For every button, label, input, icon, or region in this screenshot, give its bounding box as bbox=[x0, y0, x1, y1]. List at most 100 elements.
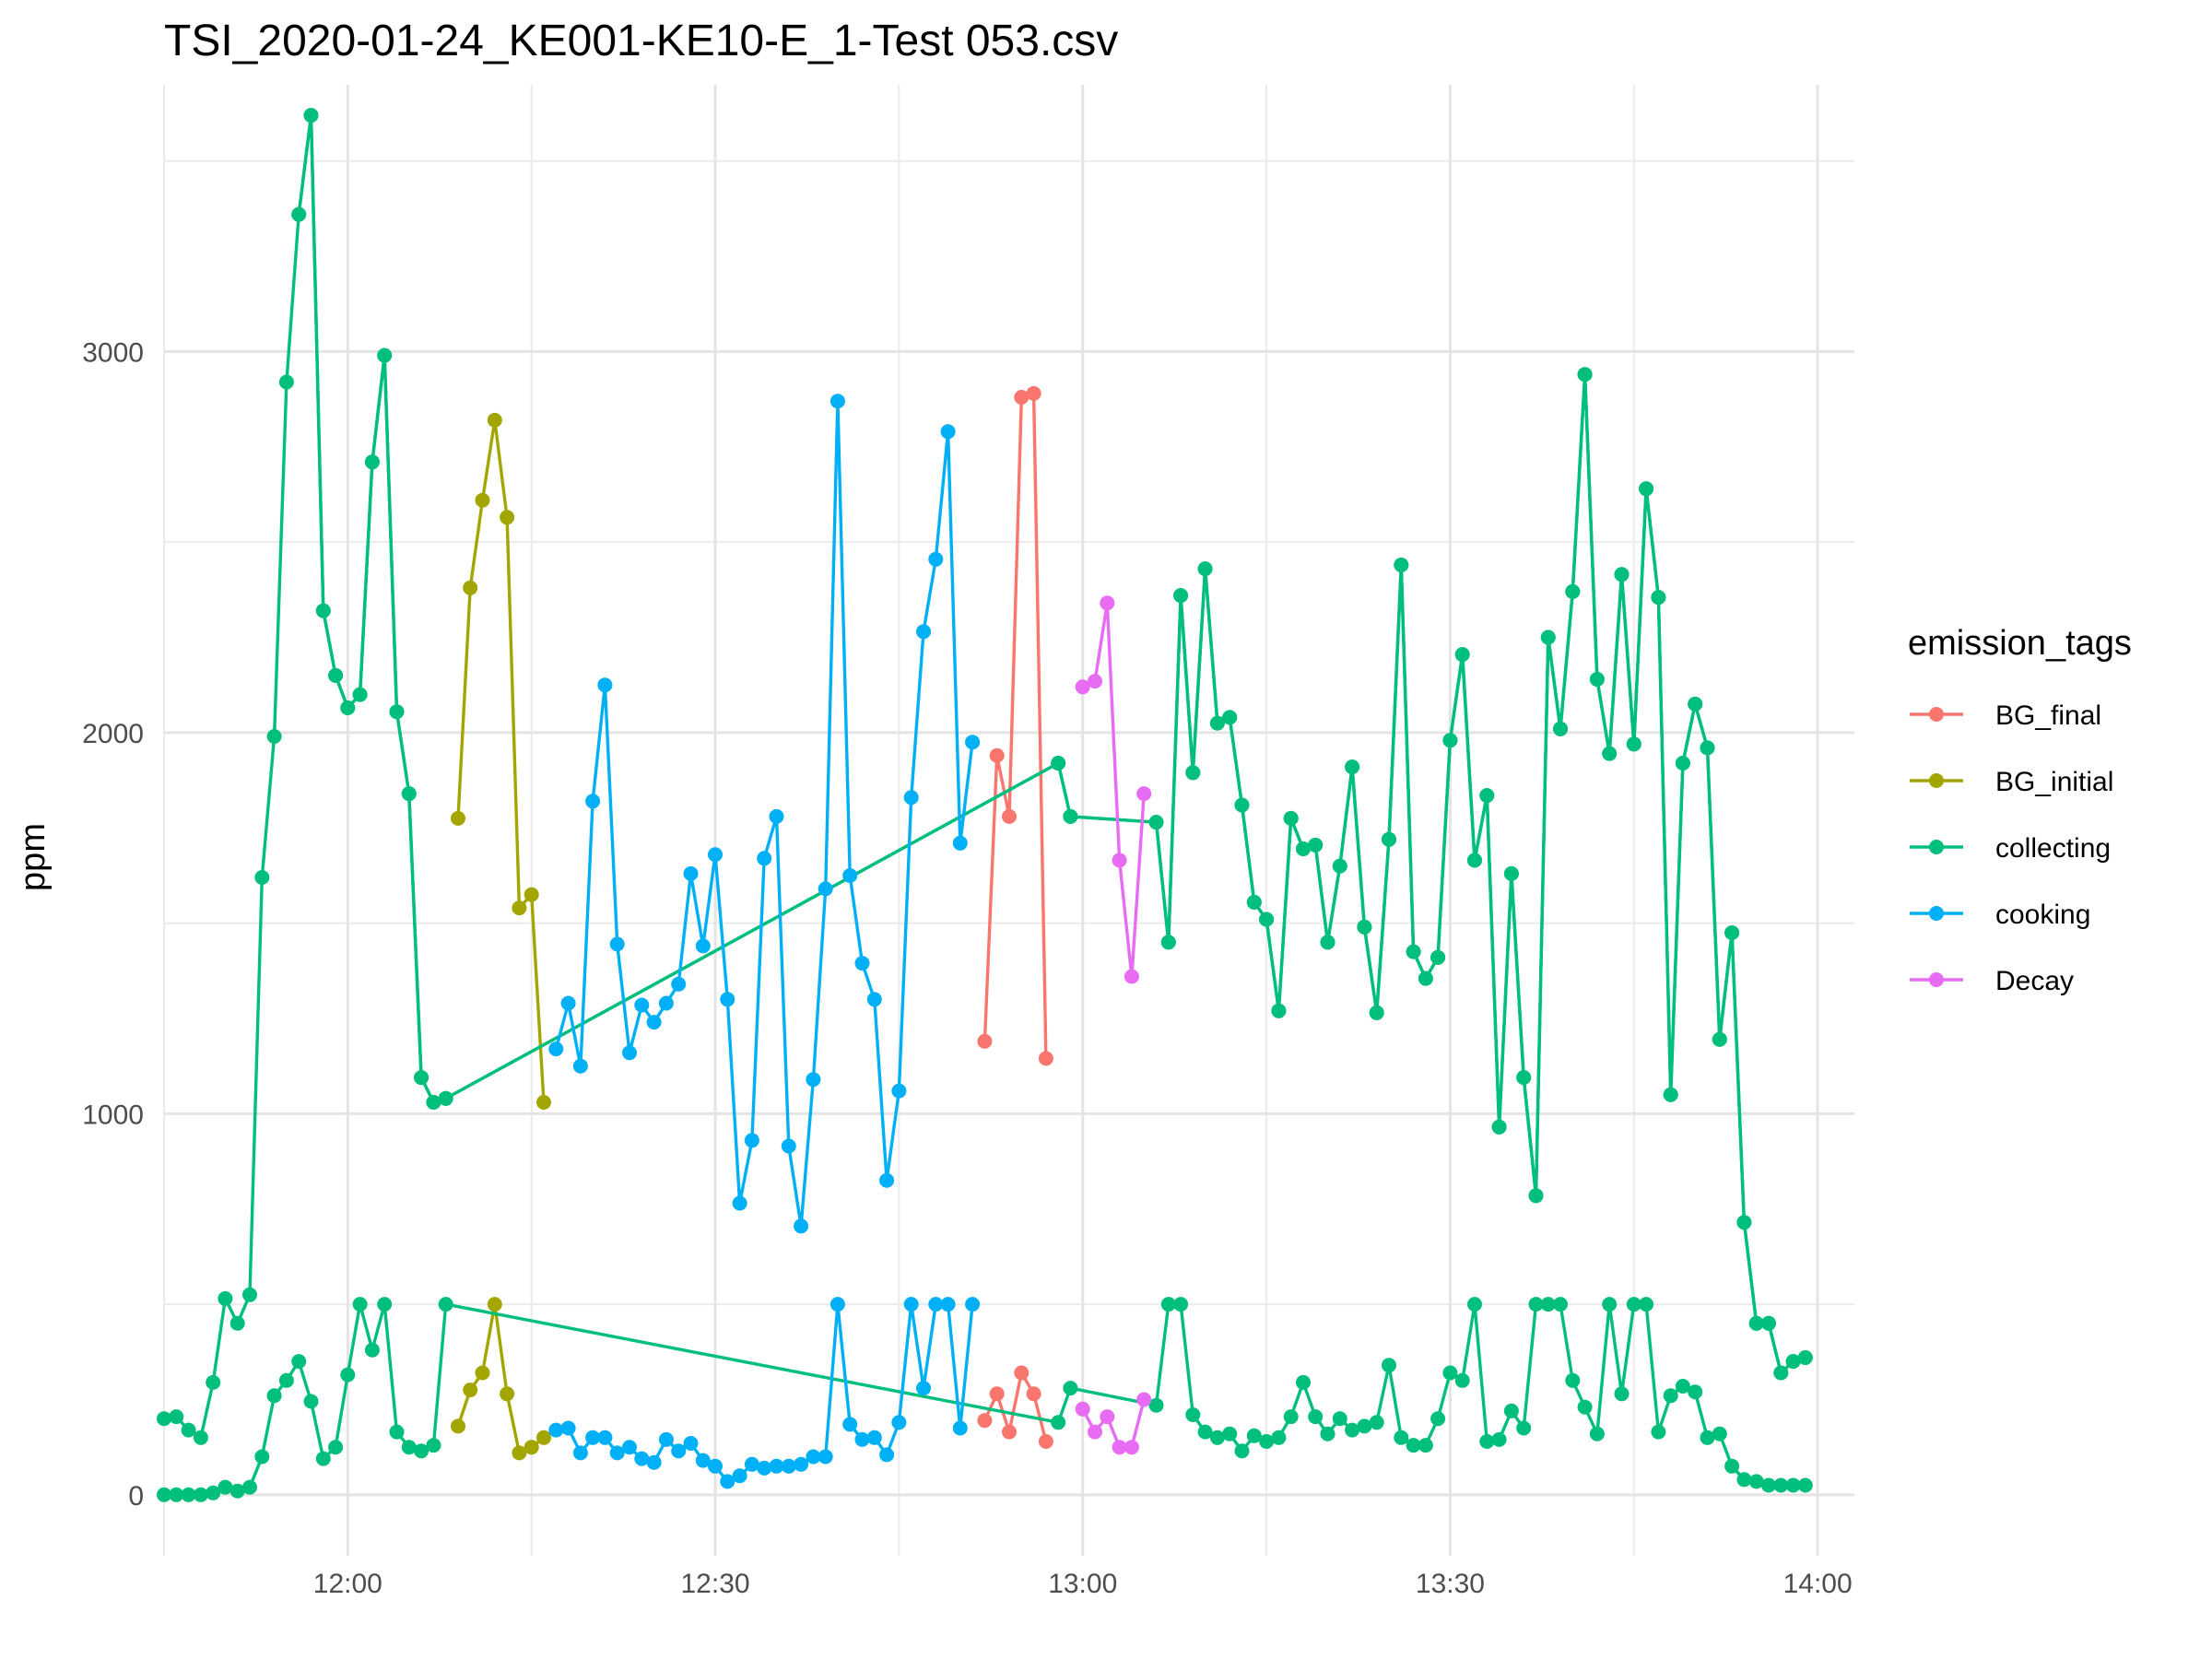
data-point-collecting bbox=[1430, 949, 1446, 965]
data-point-collecting bbox=[1160, 1297, 1176, 1312]
data-point-collecting bbox=[1406, 1438, 1421, 1453]
data-point-collecting bbox=[1051, 1415, 1066, 1430]
data-point-cooking bbox=[560, 995, 576, 1011]
data-point-collecting bbox=[193, 1487, 208, 1502]
data-point-collecting bbox=[254, 1449, 270, 1465]
data-point-collecting bbox=[352, 687, 368, 702]
data-point-collecting bbox=[1663, 1388, 1678, 1404]
data-point-collecting bbox=[266, 729, 282, 744]
data-point-cooking bbox=[830, 394, 845, 409]
legend-key-point bbox=[1929, 972, 1944, 987]
data-point-collecting bbox=[1589, 1426, 1605, 1441]
data-point-collecting bbox=[229, 1483, 245, 1499]
chart-title: TSI_2020-01-24_KE001-KE10-E_1-Test 053.c… bbox=[164, 17, 1118, 65]
data-point-collecting bbox=[206, 1374, 221, 1390]
data-point-collecting bbox=[1626, 1297, 1641, 1312]
data-point-collecting bbox=[1357, 1418, 1372, 1434]
data-point-cooking bbox=[757, 851, 772, 866]
series-line-collecting bbox=[163, 113, 1806, 1440]
data-point-decay bbox=[1100, 595, 1115, 611]
data-point-collecting bbox=[1785, 1354, 1801, 1370]
data-point-collecting bbox=[1185, 765, 1201, 781]
data-point-collecting bbox=[1382, 1358, 1396, 1373]
data-point-collecting bbox=[438, 1090, 453, 1106]
y-tick-label: 0 bbox=[128, 1481, 144, 1512]
data-point-cooking bbox=[658, 995, 674, 1011]
legend-item-collecting: collecting bbox=[1910, 833, 2111, 864]
data-point-collecting bbox=[1724, 925, 1740, 940]
data-point-cooking bbox=[818, 881, 833, 897]
data-point-collecting bbox=[1197, 561, 1213, 577]
data-point-collecting bbox=[303, 1394, 319, 1409]
data-point-collecting bbox=[1271, 1003, 1287, 1018]
data-point-collecting bbox=[1491, 1119, 1507, 1135]
data-point-collecting bbox=[1651, 1424, 1666, 1440]
data-point-bg-final bbox=[1014, 1365, 1030, 1381]
data-point-collecting bbox=[1553, 1297, 1568, 1312]
legend-item-bg-initial: BG_initial bbox=[1910, 767, 2113, 797]
data-point-cooking bbox=[952, 1420, 968, 1436]
data-point-cooking bbox=[548, 1041, 564, 1057]
data-point-cooking bbox=[695, 938, 711, 954]
data-point-collecting bbox=[315, 603, 331, 618]
data-point-collecting bbox=[1394, 1430, 1409, 1445]
data-point-collecting bbox=[1406, 944, 1421, 959]
data-point-collecting bbox=[389, 1424, 405, 1440]
data-point-collecting bbox=[278, 374, 294, 390]
data-point-cooking bbox=[744, 1456, 759, 1472]
data-point-collecting bbox=[254, 870, 270, 885]
data-point-collecting bbox=[1712, 1031, 1727, 1047]
data-point-collecting bbox=[1418, 971, 1433, 986]
data-point-bg-final bbox=[989, 747, 1005, 763]
data-point-collecting bbox=[1259, 1434, 1275, 1449]
data-point-collecting bbox=[328, 667, 344, 683]
data-point-collecting bbox=[1639, 1297, 1654, 1312]
data-point-decay bbox=[1124, 1440, 1139, 1455]
data-point-collecting bbox=[1063, 1381, 1078, 1396]
data-point-collecting bbox=[1394, 558, 1409, 572]
data-point-bg-initial bbox=[451, 810, 465, 826]
data-point-cooking bbox=[806, 1072, 821, 1088]
data-point-collecting bbox=[1271, 1430, 1287, 1445]
data-point-bg-final bbox=[977, 1033, 993, 1049]
data-point-cooking bbox=[585, 1430, 601, 1445]
legend-key-point bbox=[1929, 707, 1944, 722]
legend-key-point bbox=[1929, 773, 1944, 788]
data-point-collecting bbox=[1063, 808, 1078, 824]
data-point-collecting bbox=[1479, 1434, 1495, 1449]
data-point-cooking bbox=[720, 992, 735, 1007]
data-point-collecting bbox=[242, 1479, 257, 1495]
data-point-collecting bbox=[206, 1485, 221, 1500]
data-point-collecting bbox=[1296, 841, 1311, 856]
data-point-collecting bbox=[157, 1411, 171, 1427]
data-point-collecting bbox=[1577, 367, 1593, 382]
data-point-cooking bbox=[658, 1431, 674, 1447]
data-point-collecting bbox=[328, 1440, 344, 1455]
series-layer bbox=[157, 108, 1813, 1502]
data-point-bg-final bbox=[1038, 1434, 1053, 1449]
data-point-cooking bbox=[952, 835, 968, 851]
data-point-bg-initial bbox=[475, 492, 490, 508]
data-point-cooking bbox=[965, 1297, 981, 1312]
legend-item-decay: Decay bbox=[1910, 966, 2074, 996]
data-point-collecting bbox=[266, 1388, 282, 1404]
data-point-bg-initial bbox=[536, 1095, 551, 1110]
data-point-collecting bbox=[303, 108, 319, 124]
data-point-collecting bbox=[1234, 797, 1250, 813]
data-point-collecting bbox=[1442, 1365, 1458, 1381]
data-point-bg-initial bbox=[512, 900, 527, 916]
data-point-collecting bbox=[1503, 865, 1519, 881]
data-point-cooking bbox=[891, 1083, 907, 1099]
y-tick-label: 2000 bbox=[82, 719, 144, 749]
data-point-collecting bbox=[242, 1287, 257, 1302]
y-tick-label: 3000 bbox=[82, 337, 144, 368]
x-tick-label: 13:30 bbox=[1416, 1569, 1485, 1599]
series-bg-initial bbox=[451, 412, 551, 1461]
data-point-collecting bbox=[291, 206, 307, 222]
data-point-cooking bbox=[634, 1451, 650, 1466]
data-point-bg-final bbox=[989, 1386, 1005, 1402]
data-point-cooking bbox=[683, 1436, 699, 1451]
data-point-collecting bbox=[1748, 1474, 1764, 1489]
data-point-collecting bbox=[1148, 1397, 1164, 1413]
data-point-collecting bbox=[1675, 756, 1690, 771]
